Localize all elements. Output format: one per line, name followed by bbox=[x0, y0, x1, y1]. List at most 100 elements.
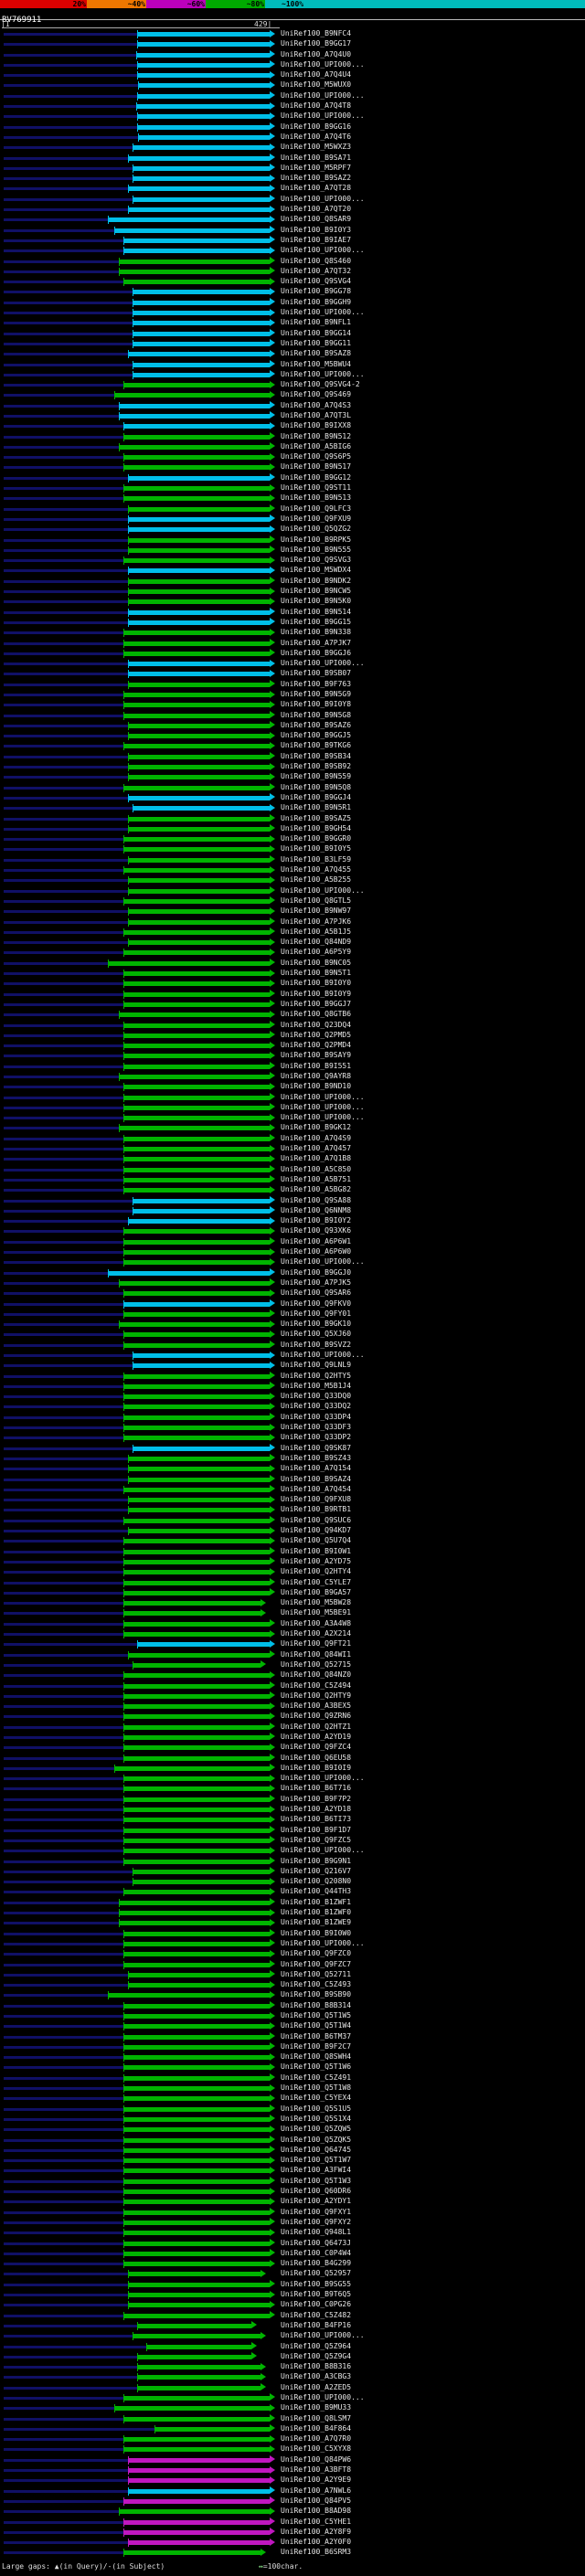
alignment-bar[interactable] bbox=[108, 1268, 270, 1277]
hit-row[interactable]: UniRef100_Q5Z964 bbox=[0, 2341, 585, 2351]
hit-row[interactable]: UniRef100_A2X214 bbox=[0, 1628, 585, 1639]
hit-label[interactable]: UniRef100_B9GG15 bbox=[281, 617, 352, 626]
hit-row[interactable]: UniRef100_Q5T1W3 bbox=[0, 2176, 585, 2186]
hit-row[interactable]: UniRef100_A5B255 bbox=[0, 875, 585, 885]
alignment-bar[interactable] bbox=[108, 216, 270, 225]
alignment-bar[interactable] bbox=[136, 2363, 261, 2372]
hit-label[interactable]: UniRef100_Q93XK6 bbox=[281, 1226, 352, 1235]
hit-label[interactable]: UniRef100_UPI000... bbox=[281, 111, 365, 121]
hit-label[interactable]: UniRef100_B9I0Y0 bbox=[281, 979, 352, 988]
hit-row[interactable]: UniRef100_A2Y9E9 bbox=[0, 2475, 585, 2486]
hit-label[interactable]: UniRef100_C0P4W4 bbox=[281, 2248, 352, 2257]
alignment-bar[interactable] bbox=[128, 535, 270, 545]
hit-label[interactable]: UniRef100_Q9SVG4-2 bbox=[281, 380, 360, 389]
hit-row[interactable]: UniRef100_UPI000... bbox=[0, 245, 585, 256]
hit-row[interactable]: UniRef100_Q6EU58 bbox=[0, 1753, 585, 1763]
hit-row[interactable]: UniRef100_B9SAZ4 bbox=[0, 1474, 585, 1484]
alignment-bar[interactable] bbox=[118, 257, 270, 266]
hit-row[interactable]: UniRef100_Q8LSM7 bbox=[0, 2413, 585, 2423]
hit-label[interactable]: UniRef100_M5WUX0 bbox=[281, 80, 352, 90]
alignment-bar[interactable] bbox=[133, 1362, 270, 1371]
alignment-bar[interactable] bbox=[122, 1309, 270, 1319]
hit-row[interactable]: UniRef100_Q84ND9 bbox=[0, 937, 585, 948]
hit-row[interactable]: UniRef100_B9GG16 bbox=[0, 122, 585, 132]
hit-row[interactable]: UniRef100_Q9FXU8 bbox=[0, 1494, 585, 1505]
hit-label[interactable]: UniRef100_UPI000... bbox=[281, 1257, 365, 1267]
hit-label[interactable]: UniRef100_Q6EU58 bbox=[281, 1753, 352, 1762]
alignment-bar[interactable] bbox=[122, 2188, 270, 2197]
hit-label[interactable]: UniRef100_Q5Z964 bbox=[281, 2341, 352, 2350]
hit-row[interactable]: UniRef100_Q9FKV0 bbox=[0, 1299, 585, 1309]
hit-row[interactable]: UniRef100_M5B1J4 bbox=[0, 1381, 585, 1391]
hit-row[interactable]: UniRef100_B9TKG6 bbox=[0, 740, 585, 751]
hit-label[interactable]: UniRef100_Q9FXU8 bbox=[281, 1495, 352, 1504]
alignment-bar[interactable] bbox=[122, 639, 270, 648]
hit-row[interactable]: UniRef100_Q5T1W5 bbox=[0, 2010, 585, 2020]
hit-label[interactable]: UniRef100_Q2HTY4 bbox=[281, 1567, 352, 1576]
alignment-bar[interactable] bbox=[154, 2424, 270, 2433]
hit-row[interactable]: UniRef100_UPI000... bbox=[0, 369, 585, 379]
hit-row[interactable]: UniRef100_UPI000... bbox=[0, 194, 585, 204]
hit-label[interactable]: UniRef100_UPI000... bbox=[281, 2392, 365, 2401]
hit-row[interactable]: UniRef100_UPI000... bbox=[0, 1256, 585, 1267]
alignment-bar[interactable] bbox=[122, 896, 270, 906]
alignment-bar[interactable] bbox=[122, 1372, 270, 1381]
hit-row[interactable]: UniRef100_B9G9N1 bbox=[0, 1856, 585, 1866]
hit-row[interactable]: UniRef100_C0P4W4 bbox=[0, 2248, 585, 2258]
hit-label[interactable]: UniRef100_A7Q454 bbox=[281, 1484, 352, 1493]
hit-row[interactable]: UniRef100_B9GH54 bbox=[0, 823, 585, 833]
hit-row[interactable]: UniRef100_Q9SA88 bbox=[0, 1195, 585, 1205]
hit-label[interactable]: UniRef100_A6P5Y9 bbox=[281, 948, 352, 957]
hit-row[interactable]: UniRef100_A7Q4U0 bbox=[0, 49, 585, 59]
hit-row[interactable]: UniRef100_B9N513 bbox=[0, 493, 585, 504]
hit-row[interactable]: UniRef100_A2YDY1 bbox=[0, 2196, 585, 2207]
hit-row[interactable]: UniRef100_Q33DQ2 bbox=[0, 1401, 585, 1412]
hit-row[interactable]: UniRef100_B1ZWF0 bbox=[0, 1907, 585, 1918]
hit-label[interactable]: UniRef100_Q9FZC5 bbox=[281, 1835, 352, 1844]
alignment-bar[interactable] bbox=[128, 917, 270, 927]
hit-label[interactable]: UniRef100_UPI000... bbox=[281, 1351, 365, 1359]
hit-label[interactable]: UniRef100_B9F7P2 bbox=[281, 1794, 352, 1803]
hit-row[interactable]: UniRef100_B9GG17 bbox=[0, 38, 585, 49]
alignment-bar[interactable] bbox=[128, 1527, 270, 1536]
hit-row[interactable]: UniRef100_B9I0Y5 bbox=[0, 843, 585, 854]
alignment-bar[interactable] bbox=[122, 949, 270, 958]
alignment-bar[interactable] bbox=[122, 1000, 270, 1009]
alignment-bar[interactable] bbox=[128, 1970, 270, 1979]
hit-label[interactable]: UniRef100_B9RTB1 bbox=[281, 1505, 352, 1514]
hit-row[interactable]: UniRef100_Q9FXY2 bbox=[0, 2217, 585, 2227]
alignment-bar[interactable] bbox=[118, 1898, 270, 1907]
hit-row[interactable]: UniRef100_B9RPK5 bbox=[0, 535, 585, 545]
alignment-bar[interactable] bbox=[118, 1124, 270, 1133]
hit-label[interactable]: UniRef100_A7Q4S3 bbox=[281, 400, 352, 409]
hit-row[interactable]: UniRef100_B9N5K0 bbox=[0, 596, 585, 607]
alignment-bar[interactable] bbox=[122, 2445, 270, 2454]
hit-row[interactable]: UniRef100_B9GK10 bbox=[0, 1319, 585, 1330]
hit-label[interactable]: UniRef100_C0PG26 bbox=[281, 2300, 352, 2309]
alignment-bar[interactable] bbox=[122, 2115, 270, 2124]
hit-row[interactable]: UniRef100_A7Q4S3 bbox=[0, 400, 585, 410]
alignment-bar[interactable] bbox=[122, 1175, 270, 1184]
hit-label[interactable]: UniRef100_Q5XJ60 bbox=[281, 1330, 352, 1339]
alignment-bar[interactable] bbox=[122, 2311, 270, 2320]
hit-row[interactable]: UniRef100_A7QT28 bbox=[0, 183, 585, 194]
alignment-bar[interactable] bbox=[122, 1042, 270, 1051]
alignment-bar[interactable] bbox=[122, 1341, 270, 1350]
hit-row[interactable]: UniRef100_Q216V7 bbox=[0, 1866, 585, 1876]
hit-label[interactable]: UniRef100_Q64745 bbox=[281, 2145, 352, 2154]
alignment-bar[interactable] bbox=[128, 886, 270, 896]
hit-row[interactable]: UniRef100_B9F763 bbox=[0, 679, 585, 689]
alignment-bar[interactable] bbox=[114, 226, 270, 235]
alignment-bar[interactable] bbox=[128, 721, 270, 730]
hit-label[interactable]: UniRef100_B9GA57 bbox=[281, 1587, 352, 1596]
hit-label[interactable]: UniRef100_B8B314 bbox=[281, 2000, 352, 2009]
hit-row[interactable]: UniRef100_Q93XK6 bbox=[0, 1225, 585, 1236]
hit-row[interactable]: UniRef100_Q8S460 bbox=[0, 256, 585, 266]
hit-label[interactable]: UniRef100_B9GGR0 bbox=[281, 834, 352, 843]
hit-label[interactable]: UniRef100_B9IXX8 bbox=[281, 421, 352, 430]
hit-label[interactable]: UniRef100_M5WXZ3 bbox=[281, 143, 352, 152]
alignment-bar[interactable] bbox=[122, 557, 270, 566]
alignment-bar[interactable] bbox=[122, 701, 270, 710]
hit-label[interactable]: UniRef100_Q84ND9 bbox=[281, 938, 352, 947]
hit-label[interactable]: UniRef100_A7NWL6 bbox=[281, 2486, 352, 2495]
